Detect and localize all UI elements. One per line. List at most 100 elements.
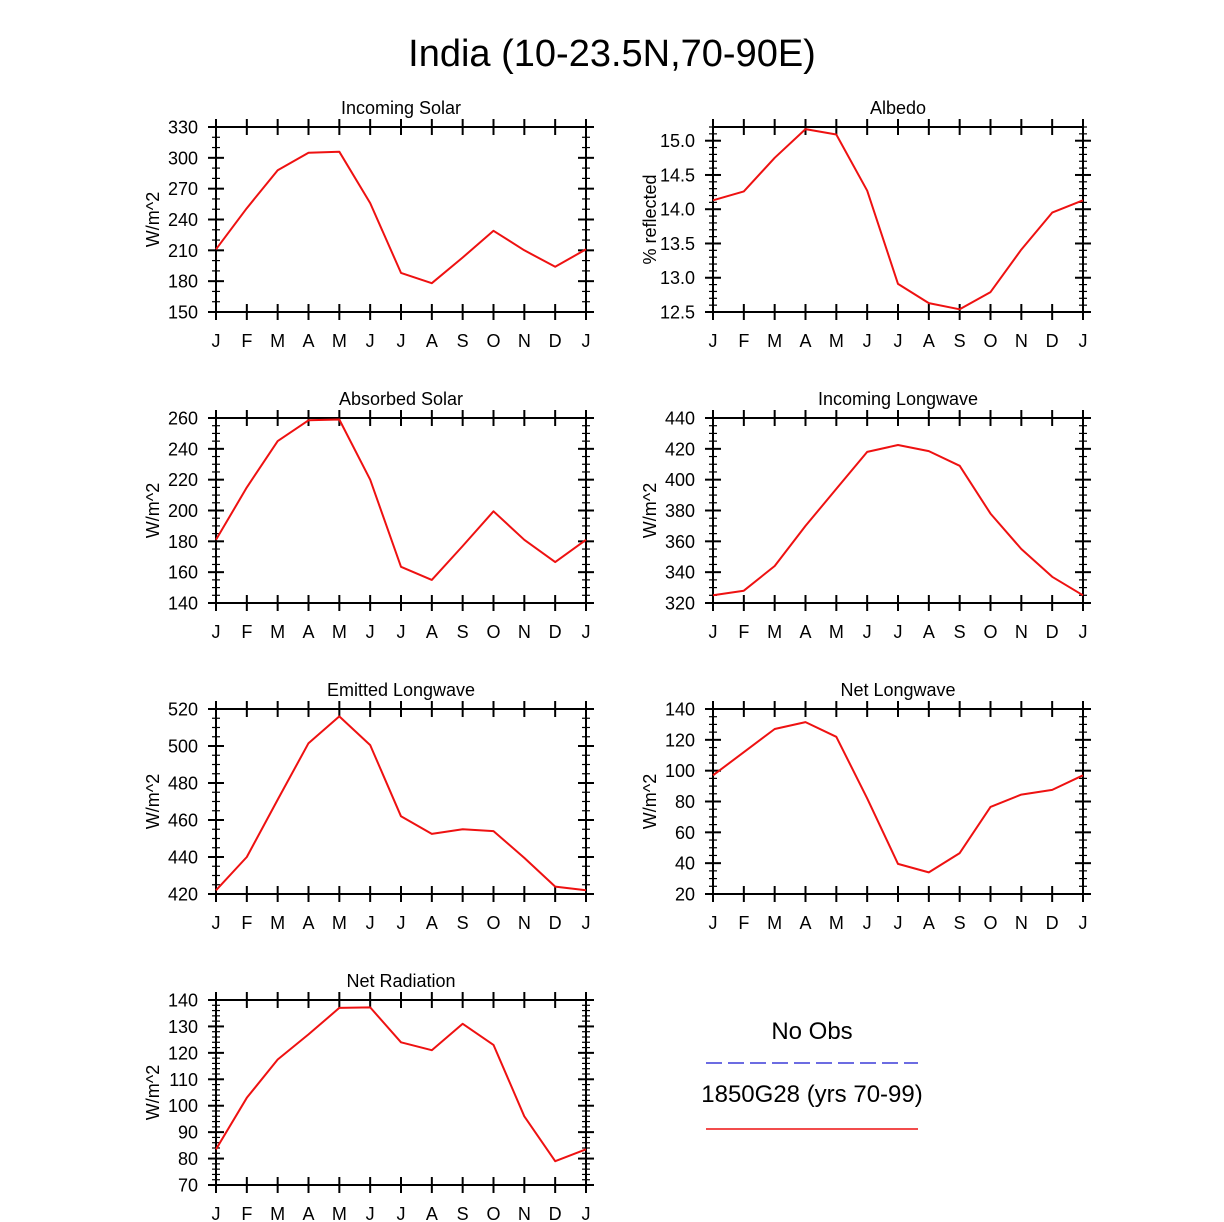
x-tick-label: N — [518, 1204, 531, 1222]
y-tick-label: 270 — [168, 179, 198, 199]
x-tick-label: N — [518, 622, 531, 642]
x-tick-label: J — [894, 913, 903, 933]
y-tick-label: 13.0 — [660, 268, 695, 288]
x-tick-label: J — [709, 622, 718, 642]
series-line — [712, 128, 1084, 311]
y-tick-label: 320 — [665, 594, 695, 614]
series-line — [712, 444, 1084, 597]
x-tick-label: F — [241, 913, 252, 933]
x-tick-label: O — [983, 331, 997, 351]
y-tick-label: 140 — [168, 991, 198, 1011]
y-tick-label: 14.0 — [660, 200, 695, 220]
x-tick-label: N — [1015, 331, 1028, 351]
y-tick-label: 500 — [168, 737, 198, 757]
x-tick-label: A — [426, 622, 438, 642]
y-tick-label: 160 — [168, 563, 198, 583]
y-axis-label: W/m^2 — [640, 483, 660, 538]
y-tick-label: 140 — [168, 594, 198, 614]
x-tick-label: F — [738, 331, 749, 351]
y-tick-label: 100 — [168, 1096, 198, 1116]
y-axis-label: W/m^2 — [143, 774, 163, 829]
y-axis-label: % reflected — [640, 174, 660, 264]
y-tick-label: 340 — [665, 563, 695, 583]
y-tick-label: 460 — [168, 811, 198, 831]
y-tick-label: 70 — [178, 1176, 198, 1196]
x-tick-label: D — [549, 913, 562, 933]
x-tick-label: O — [486, 1204, 500, 1222]
x-tick-label: J — [863, 913, 872, 933]
x-tick-label: A — [426, 331, 438, 351]
x-tick-label: J — [582, 913, 591, 933]
x-tick-label: S — [954, 331, 966, 351]
y-tick-label: 60 — [675, 823, 695, 843]
series-line — [712, 721, 1084, 874]
plot-frame — [215, 126, 587, 313]
series-line — [215, 1006, 587, 1163]
x-tick-label: D — [1046, 913, 1059, 933]
x-tick-label: M — [767, 913, 782, 933]
x-tick-label: D — [549, 622, 562, 642]
y-tick-label: 110 — [169, 1070, 198, 1090]
panel-title: Net Radiation — [346, 971, 455, 991]
x-tick-label: S — [954, 913, 966, 933]
y-tick-label: 300 — [168, 148, 198, 168]
y-tick-label: 20 — [675, 885, 695, 905]
x-tick-label: A — [923, 331, 935, 351]
plot-frame — [215, 708, 587, 895]
x-tick-label: M — [270, 331, 285, 351]
x-tick-label: A — [302, 331, 314, 351]
x-tick-label: O — [486, 622, 500, 642]
x-tick-label: J — [709, 913, 718, 933]
x-tick-label: M — [332, 331, 347, 351]
x-tick-label: F — [241, 331, 252, 351]
y-tick-label: 420 — [168, 885, 198, 905]
x-tick-label: A — [302, 913, 314, 933]
x-tick-label: J — [397, 913, 406, 933]
y-tick-label: 180 — [168, 532, 198, 552]
x-tick-label: J — [1079, 622, 1088, 642]
x-tick-label: N — [518, 913, 531, 933]
x-tick-label: J — [212, 622, 221, 642]
plot-frame — [712, 708, 1084, 895]
x-tick-label: M — [332, 913, 347, 933]
x-tick-label: J — [1079, 331, 1088, 351]
x-tick-label: A — [799, 622, 811, 642]
x-tick-label: M — [829, 913, 844, 933]
x-tick-label: J — [582, 331, 591, 351]
legend-model-label: 1850G28 (yrs 70-99) — [701, 1081, 922, 1108]
legend-obs-label: No Obs — [771, 1018, 852, 1045]
x-tick-label: A — [799, 913, 811, 933]
x-tick-label: D — [1046, 622, 1059, 642]
panel-title: Absorbed Solar — [339, 389, 463, 409]
y-tick-label: 100 — [665, 761, 695, 781]
x-tick-label: M — [332, 1204, 347, 1222]
x-tick-label: M — [767, 331, 782, 351]
x-tick-label: J — [709, 331, 718, 351]
x-tick-label: A — [302, 622, 314, 642]
x-tick-label: N — [1015, 622, 1028, 642]
y-axis-label: W/m^2 — [143, 483, 163, 538]
y-tick-label: 240 — [168, 439, 198, 459]
x-tick-label: O — [983, 913, 997, 933]
x-tick-label: J — [863, 331, 872, 351]
plot-frame — [215, 417, 587, 604]
x-tick-label: J — [366, 331, 375, 351]
y-tick-label: 150 — [168, 303, 198, 323]
x-tick-label: A — [799, 331, 811, 351]
plot-frame — [215, 999, 587, 1186]
x-tick-label: M — [270, 622, 285, 642]
x-tick-label: A — [302, 1204, 314, 1222]
x-tick-label: J — [582, 622, 591, 642]
x-tick-label: F — [241, 1204, 252, 1222]
y-tick-label: 180 — [168, 272, 198, 292]
x-tick-label: J — [1079, 913, 1088, 933]
y-tick-label: 400 — [665, 470, 695, 490]
x-tick-label: N — [1015, 913, 1028, 933]
x-tick-label: S — [457, 913, 469, 933]
y-tick-label: 480 — [168, 774, 198, 794]
panel-title: Net Longwave — [840, 680, 955, 700]
